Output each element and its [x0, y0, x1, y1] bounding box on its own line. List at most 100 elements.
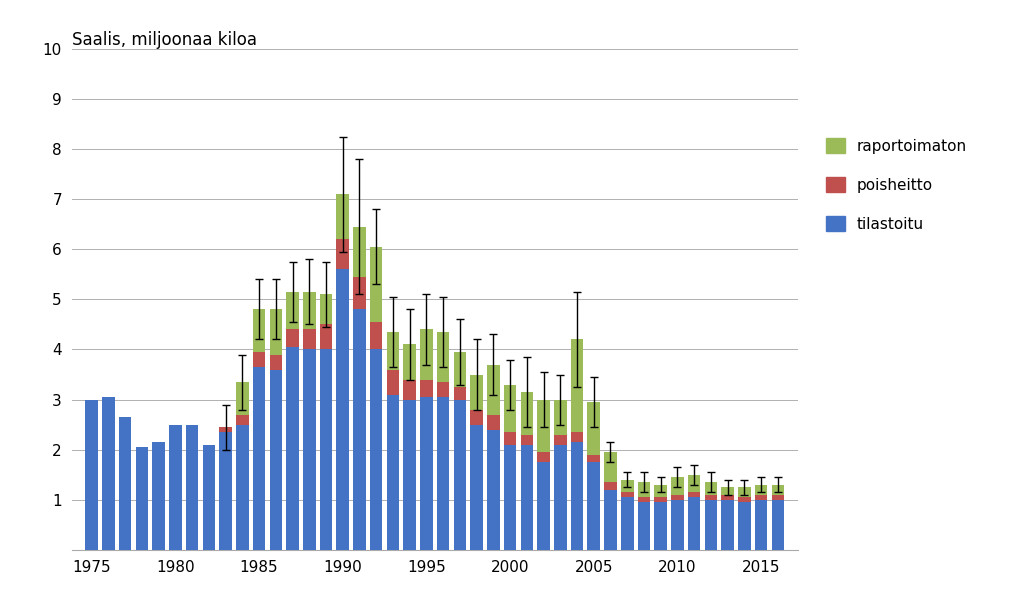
Bar	[605, 452, 617, 482]
Bar	[269, 354, 282, 370]
Bar	[236, 425, 249, 550]
Bar	[387, 370, 399, 395]
Bar	[571, 442, 583, 550]
Bar	[253, 309, 265, 352]
Bar	[420, 379, 433, 397]
Bar	[102, 397, 115, 550]
Bar	[605, 482, 617, 490]
Bar	[403, 400, 416, 550]
Bar	[605, 490, 617, 550]
Bar	[286, 292, 299, 329]
Bar	[637, 482, 651, 497]
Bar	[370, 349, 383, 550]
Bar	[739, 497, 751, 502]
Bar	[739, 488, 751, 497]
Bar	[705, 495, 717, 500]
Bar	[337, 269, 349, 550]
Bar	[269, 309, 282, 354]
Bar	[671, 500, 683, 550]
Bar	[705, 500, 717, 550]
Bar	[353, 227, 366, 277]
Bar	[253, 352, 265, 367]
Bar	[453, 352, 466, 387]
Bar	[621, 492, 633, 497]
Bar	[755, 485, 767, 495]
Bar	[219, 427, 232, 432]
Bar	[771, 500, 785, 550]
Bar	[621, 480, 633, 492]
Bar	[721, 495, 733, 500]
Bar	[437, 382, 449, 397]
Bar	[186, 425, 198, 550]
Bar	[320, 324, 332, 349]
Bar	[236, 415, 249, 425]
Bar	[437, 332, 449, 382]
Bar	[637, 502, 651, 550]
Bar	[136, 447, 148, 550]
Bar	[655, 485, 667, 497]
Bar	[471, 375, 483, 409]
Bar	[303, 292, 315, 329]
Bar	[387, 332, 399, 370]
Bar	[554, 400, 567, 434]
Bar	[571, 340, 583, 432]
Bar	[253, 367, 265, 550]
Bar	[353, 277, 366, 309]
Bar	[755, 500, 767, 550]
Bar	[471, 409, 483, 425]
Bar	[219, 432, 232, 550]
Bar	[671, 495, 683, 500]
Bar	[420, 329, 433, 379]
Text: Saalis, miljoonaa kiloa: Saalis, miljoonaa kiloa	[72, 31, 257, 48]
Bar	[521, 392, 533, 434]
Bar	[169, 425, 182, 550]
Bar	[420, 397, 433, 550]
Bar	[370, 247, 383, 322]
Bar	[203, 445, 215, 550]
Bar	[303, 349, 315, 550]
Bar	[453, 387, 466, 400]
Bar	[387, 395, 399, 550]
Bar	[739, 502, 751, 550]
Bar	[487, 430, 499, 550]
Bar	[403, 345, 416, 379]
Bar	[537, 452, 549, 462]
Bar	[705, 482, 717, 495]
Bar	[437, 397, 449, 550]
Bar	[755, 495, 767, 500]
Bar	[471, 425, 483, 550]
Bar	[453, 400, 466, 550]
Bar	[503, 384, 517, 432]
Bar	[521, 434, 533, 445]
Bar	[571, 432, 583, 442]
Bar	[503, 432, 517, 445]
Bar	[403, 379, 416, 400]
Bar	[370, 322, 383, 349]
Bar	[286, 329, 299, 347]
Bar	[671, 477, 683, 495]
Bar	[286, 347, 299, 550]
Bar	[554, 445, 567, 550]
Bar	[303, 329, 315, 349]
Bar	[655, 502, 667, 550]
Legend: raportoimaton, poisheitto, tilastoitu: raportoimaton, poisheitto, tilastoitu	[820, 132, 973, 238]
Bar	[152, 442, 165, 550]
Bar	[337, 194, 349, 240]
Bar	[637, 497, 651, 502]
Bar	[85, 400, 98, 550]
Bar	[537, 462, 549, 550]
Bar	[269, 370, 282, 550]
Bar	[119, 417, 131, 550]
Bar	[521, 445, 533, 550]
Bar	[503, 445, 517, 550]
Bar	[687, 475, 701, 492]
Bar	[337, 240, 349, 269]
Bar	[587, 402, 601, 455]
Bar	[655, 497, 667, 502]
Bar	[537, 400, 549, 452]
Bar	[353, 309, 366, 550]
Bar	[687, 492, 701, 497]
Bar	[487, 415, 499, 430]
Bar	[587, 462, 601, 550]
Bar	[487, 365, 499, 415]
